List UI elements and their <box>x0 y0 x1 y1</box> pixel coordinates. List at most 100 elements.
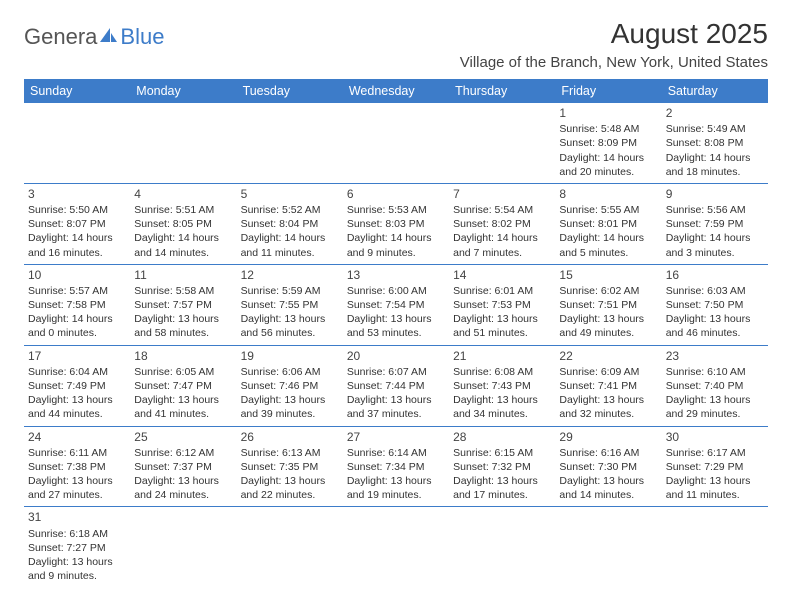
day-cell: 31Sunrise: 6:18 AMSunset: 7:27 PMDayligh… <box>24 507 130 587</box>
day-number: 25 <box>134 429 232 445</box>
sunset-line: Sunset: 7:55 PM <box>241 298 339 312</box>
sunset-line: Sunset: 7:29 PM <box>666 460 764 474</box>
sunrise-line: Sunrise: 5:57 AM <box>28 284 126 298</box>
day-number: 20 <box>347 348 445 364</box>
sunrise-line: Sunrise: 6:11 AM <box>28 446 126 460</box>
day-cell: 24Sunrise: 6:11 AMSunset: 7:38 PMDayligh… <box>24 427 130 507</box>
day-header-cell: Friday <box>555 79 661 103</box>
sunset-line: Sunset: 7:50 PM <box>666 298 764 312</box>
sunset-line: Sunset: 8:03 PM <box>347 217 445 231</box>
empty-cell <box>343 507 449 587</box>
month-title: August 2025 <box>460 18 768 50</box>
day-cell: 10Sunrise: 5:57 AMSunset: 7:58 PMDayligh… <box>24 265 130 345</box>
week-row: 3Sunrise: 5:50 AMSunset: 8:07 PMDaylight… <box>24 184 768 265</box>
day-cell: 19Sunrise: 6:06 AMSunset: 7:46 PMDayligh… <box>237 346 343 426</box>
day-number: 16 <box>666 267 764 283</box>
empty-cell <box>237 103 343 183</box>
day-number: 7 <box>453 186 551 202</box>
sunrise-line: Sunrise: 6:13 AM <box>241 446 339 460</box>
sunset-line: Sunset: 7:30 PM <box>559 460 657 474</box>
daylight-line: Daylight: 13 hours and 58 minutes. <box>134 312 232 340</box>
sunrise-line: Sunrise: 6:01 AM <box>453 284 551 298</box>
sunrise-line: Sunrise: 6:07 AM <box>347 365 445 379</box>
daylight-line: Daylight: 14 hours and 5 minutes. <box>559 231 657 259</box>
day-cell: 6Sunrise: 5:53 AMSunset: 8:03 PMDaylight… <box>343 184 449 264</box>
logo-text-2: Blue <box>120 24 164 50</box>
sunrise-line: Sunrise: 6:06 AM <box>241 365 339 379</box>
daylight-line: Daylight: 13 hours and 56 minutes. <box>241 312 339 340</box>
sunset-line: Sunset: 7:43 PM <box>453 379 551 393</box>
sunset-line: Sunset: 7:58 PM <box>28 298 126 312</box>
day-number: 5 <box>241 186 339 202</box>
sunrise-line: Sunrise: 6:16 AM <box>559 446 657 460</box>
day-number: 24 <box>28 429 126 445</box>
daylight-line: Daylight: 13 hours and 44 minutes. <box>28 393 126 421</box>
day-number: 26 <box>241 429 339 445</box>
weeks-container: 1Sunrise: 5:48 AMSunset: 8:09 PMDaylight… <box>24 103 768 587</box>
sunset-line: Sunset: 7:35 PM <box>241 460 339 474</box>
sunset-line: Sunset: 7:40 PM <box>666 379 764 393</box>
sunset-line: Sunset: 7:38 PM <box>28 460 126 474</box>
sunset-line: Sunset: 7:47 PM <box>134 379 232 393</box>
day-cell: 1Sunrise: 5:48 AMSunset: 8:09 PMDaylight… <box>555 103 661 183</box>
sunset-line: Sunset: 8:05 PM <box>134 217 232 231</box>
day-number: 31 <box>28 509 126 525</box>
daylight-line: Daylight: 14 hours and 20 minutes. <box>559 151 657 179</box>
sunset-line: Sunset: 8:08 PM <box>666 136 764 150</box>
daylight-line: Daylight: 13 hours and 51 minutes. <box>453 312 551 340</box>
day-cell: 5Sunrise: 5:52 AMSunset: 8:04 PMDaylight… <box>237 184 343 264</box>
day-cell: 9Sunrise: 5:56 AMSunset: 7:59 PMDaylight… <box>662 184 768 264</box>
daylight-line: Daylight: 14 hours and 14 minutes. <box>134 231 232 259</box>
day-number: 11 <box>134 267 232 283</box>
sunrise-line: Sunrise: 6:15 AM <box>453 446 551 460</box>
daylight-line: Daylight: 13 hours and 32 minutes. <box>559 393 657 421</box>
empty-cell <box>24 103 130 183</box>
sunrise-line: Sunrise: 6:10 AM <box>666 365 764 379</box>
sunrise-line: Sunrise: 5:58 AM <box>134 284 232 298</box>
day-cell: 3Sunrise: 5:50 AMSunset: 8:07 PMDaylight… <box>24 184 130 264</box>
daylight-line: Daylight: 13 hours and 11 minutes. <box>666 474 764 502</box>
sunset-line: Sunset: 7:53 PM <box>453 298 551 312</box>
daylight-line: Daylight: 13 hours and 29 minutes. <box>666 393 764 421</box>
sunset-line: Sunset: 7:51 PM <box>559 298 657 312</box>
empty-cell <box>237 507 343 587</box>
day-cell: 17Sunrise: 6:04 AMSunset: 7:49 PMDayligh… <box>24 346 130 426</box>
day-header-row: SundayMondayTuesdayWednesdayThursdayFrid… <box>24 79 768 103</box>
sunset-line: Sunset: 7:57 PM <box>134 298 232 312</box>
empty-cell <box>343 103 449 183</box>
daylight-line: Daylight: 14 hours and 16 minutes. <box>28 231 126 259</box>
logo-text-1: Genera <box>24 24 97 50</box>
sunset-line: Sunset: 7:46 PM <box>241 379 339 393</box>
sunset-line: Sunset: 7:34 PM <box>347 460 445 474</box>
day-cell: 8Sunrise: 5:55 AMSunset: 8:01 PMDaylight… <box>555 184 661 264</box>
sunrise-line: Sunrise: 5:59 AM <box>241 284 339 298</box>
daylight-line: Daylight: 13 hours and 46 minutes. <box>666 312 764 340</box>
sunset-line: Sunset: 7:59 PM <box>666 217 764 231</box>
empty-cell <box>130 103 236 183</box>
sunset-line: Sunset: 8:07 PM <box>28 217 126 231</box>
sunrise-line: Sunrise: 6:05 AM <box>134 365 232 379</box>
sunrise-line: Sunrise: 5:51 AM <box>134 203 232 217</box>
sunrise-line: Sunrise: 6:09 AM <box>559 365 657 379</box>
day-cell: 28Sunrise: 6:15 AMSunset: 7:32 PMDayligh… <box>449 427 555 507</box>
sunrise-line: Sunrise: 6:03 AM <box>666 284 764 298</box>
day-cell: 29Sunrise: 6:16 AMSunset: 7:30 PMDayligh… <box>555 427 661 507</box>
empty-cell <box>449 507 555 587</box>
daylight-line: Daylight: 13 hours and 39 minutes. <box>241 393 339 421</box>
day-number: 6 <box>347 186 445 202</box>
day-number: 13 <box>347 267 445 283</box>
day-header-cell: Thursday <box>449 79 555 103</box>
day-header-cell: Monday <box>130 79 236 103</box>
day-number: 18 <box>134 348 232 364</box>
sunset-line: Sunset: 8:01 PM <box>559 217 657 231</box>
day-cell: 21Sunrise: 6:08 AMSunset: 7:43 PMDayligh… <box>449 346 555 426</box>
header: Genera Blue August 2025 Village of the B… <box>24 18 768 71</box>
sunset-line: Sunset: 7:41 PM <box>559 379 657 393</box>
day-cell: 26Sunrise: 6:13 AMSunset: 7:35 PMDayligh… <box>237 427 343 507</box>
sunrise-line: Sunrise: 6:18 AM <box>28 527 126 541</box>
day-cell: 16Sunrise: 6:03 AMSunset: 7:50 PMDayligh… <box>662 265 768 345</box>
sunrise-line: Sunrise: 6:00 AM <box>347 284 445 298</box>
day-header-cell: Tuesday <box>237 79 343 103</box>
day-cell: 2Sunrise: 5:49 AMSunset: 8:08 PMDaylight… <box>662 103 768 183</box>
sunrise-line: Sunrise: 6:02 AM <box>559 284 657 298</box>
